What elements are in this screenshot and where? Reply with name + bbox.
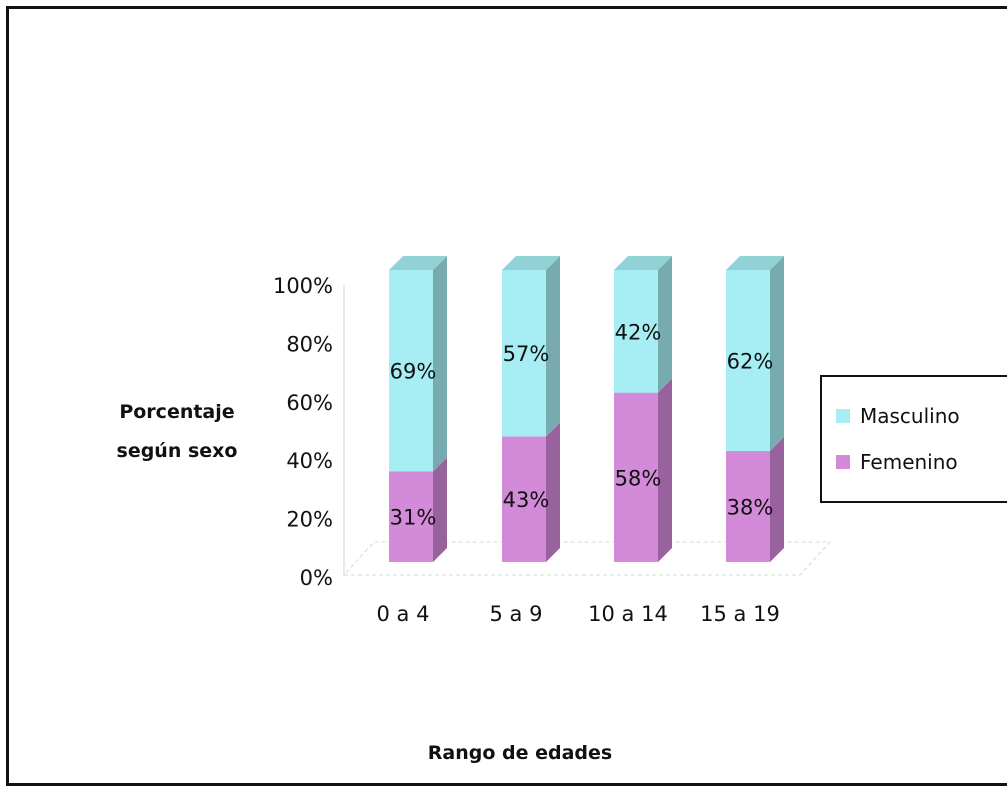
y-tick-label: 20% (286, 508, 333, 532)
data-label: 69% (390, 360, 437, 384)
bar-side (546, 256, 560, 437)
bar-top (389, 256, 447, 270)
bar-top (726, 256, 784, 270)
legend-label-femenino: Femenino (860, 450, 958, 474)
data-label: 57% (503, 342, 550, 366)
y-axis-title-line-2: según sexo (117, 440, 238, 462)
data-label: 43% (503, 488, 550, 512)
chart-floor-plane (342, 541, 832, 576)
legend-item-masculino: Masculino (836, 401, 960, 431)
bar-front (614, 270, 658, 393)
y-axis-ticks: 0% 20% 40% 60% 80% 100% (273, 274, 333, 590)
data-label: 31% (390, 506, 437, 530)
bar-segment-femenino: 31% (389, 457, 447, 562)
x-axis-ticks: 0 a 4 5 a 9 10 a 14 15 a 19 (377, 602, 780, 626)
data-label: 42% (615, 320, 662, 344)
bar-side (770, 437, 784, 562)
bar-front (726, 270, 770, 452)
bar-front (389, 270, 433, 472)
bar-segment-masculino: 42% (614, 256, 672, 393)
bar-front (502, 436, 546, 562)
legend-swatch-femenino (836, 455, 850, 469)
legend: Masculino Femenino (820, 375, 1007, 503)
bar-side (770, 256, 784, 452)
bar-side (546, 422, 560, 562)
bar-segment-masculino: 57% (502, 256, 560, 437)
bar-side (433, 457, 447, 562)
x-tick-label: 10 a 14 (588, 602, 668, 626)
x-tick-label: 0 a 4 (377, 602, 430, 626)
bar-front (502, 270, 546, 437)
legend-item-femenino: Femenino (836, 447, 958, 477)
y-tick-label: 60% (286, 391, 333, 415)
bar-segment-masculino: 62% (726, 256, 784, 452)
bar-segment-femenino: 38% (726, 437, 784, 562)
x-tick-label: 15 a 19 (700, 602, 780, 626)
y-axis-title-line-1: Porcentaje (119, 401, 234, 423)
data-label: 62% (727, 350, 774, 374)
bar-segment-femenino: 43% (502, 422, 560, 562)
legend-label-masculino: Masculino (860, 404, 960, 428)
y-tick-label: 0% (300, 566, 333, 590)
legend-swatch-masculino (836, 409, 850, 423)
bar-side (658, 256, 672, 393)
bar-front (726, 451, 770, 562)
bar-side (433, 256, 447, 472)
bar-segment-masculino: 69% (389, 256, 447, 472)
data-label: 38% (727, 496, 774, 520)
bar-top (502, 256, 560, 270)
bar-front (614, 392, 658, 562)
x-axis-title: Rango de edades (428, 742, 612, 764)
bar-front (389, 471, 433, 562)
data-label: 58% (615, 466, 662, 490)
y-tick-label: 40% (286, 449, 333, 473)
y-tick-label: 100% (273, 274, 333, 298)
bar-segment-femenino: 58% (614, 378, 672, 562)
y-tick-label: 80% (286, 332, 333, 356)
chart-floor (342, 285, 832, 576)
bar-side (658, 378, 672, 562)
bar-top (614, 256, 672, 270)
bar-group: 31% 69% 43% 57% 58% 42% 38% 62% (389, 256, 784, 562)
x-tick-label: 5 a 9 (490, 602, 543, 626)
